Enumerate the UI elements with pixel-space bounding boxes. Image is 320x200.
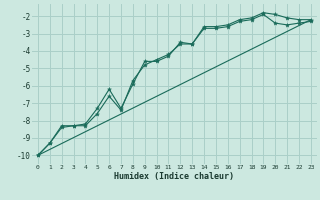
- X-axis label: Humidex (Indice chaleur): Humidex (Indice chaleur): [115, 172, 234, 181]
